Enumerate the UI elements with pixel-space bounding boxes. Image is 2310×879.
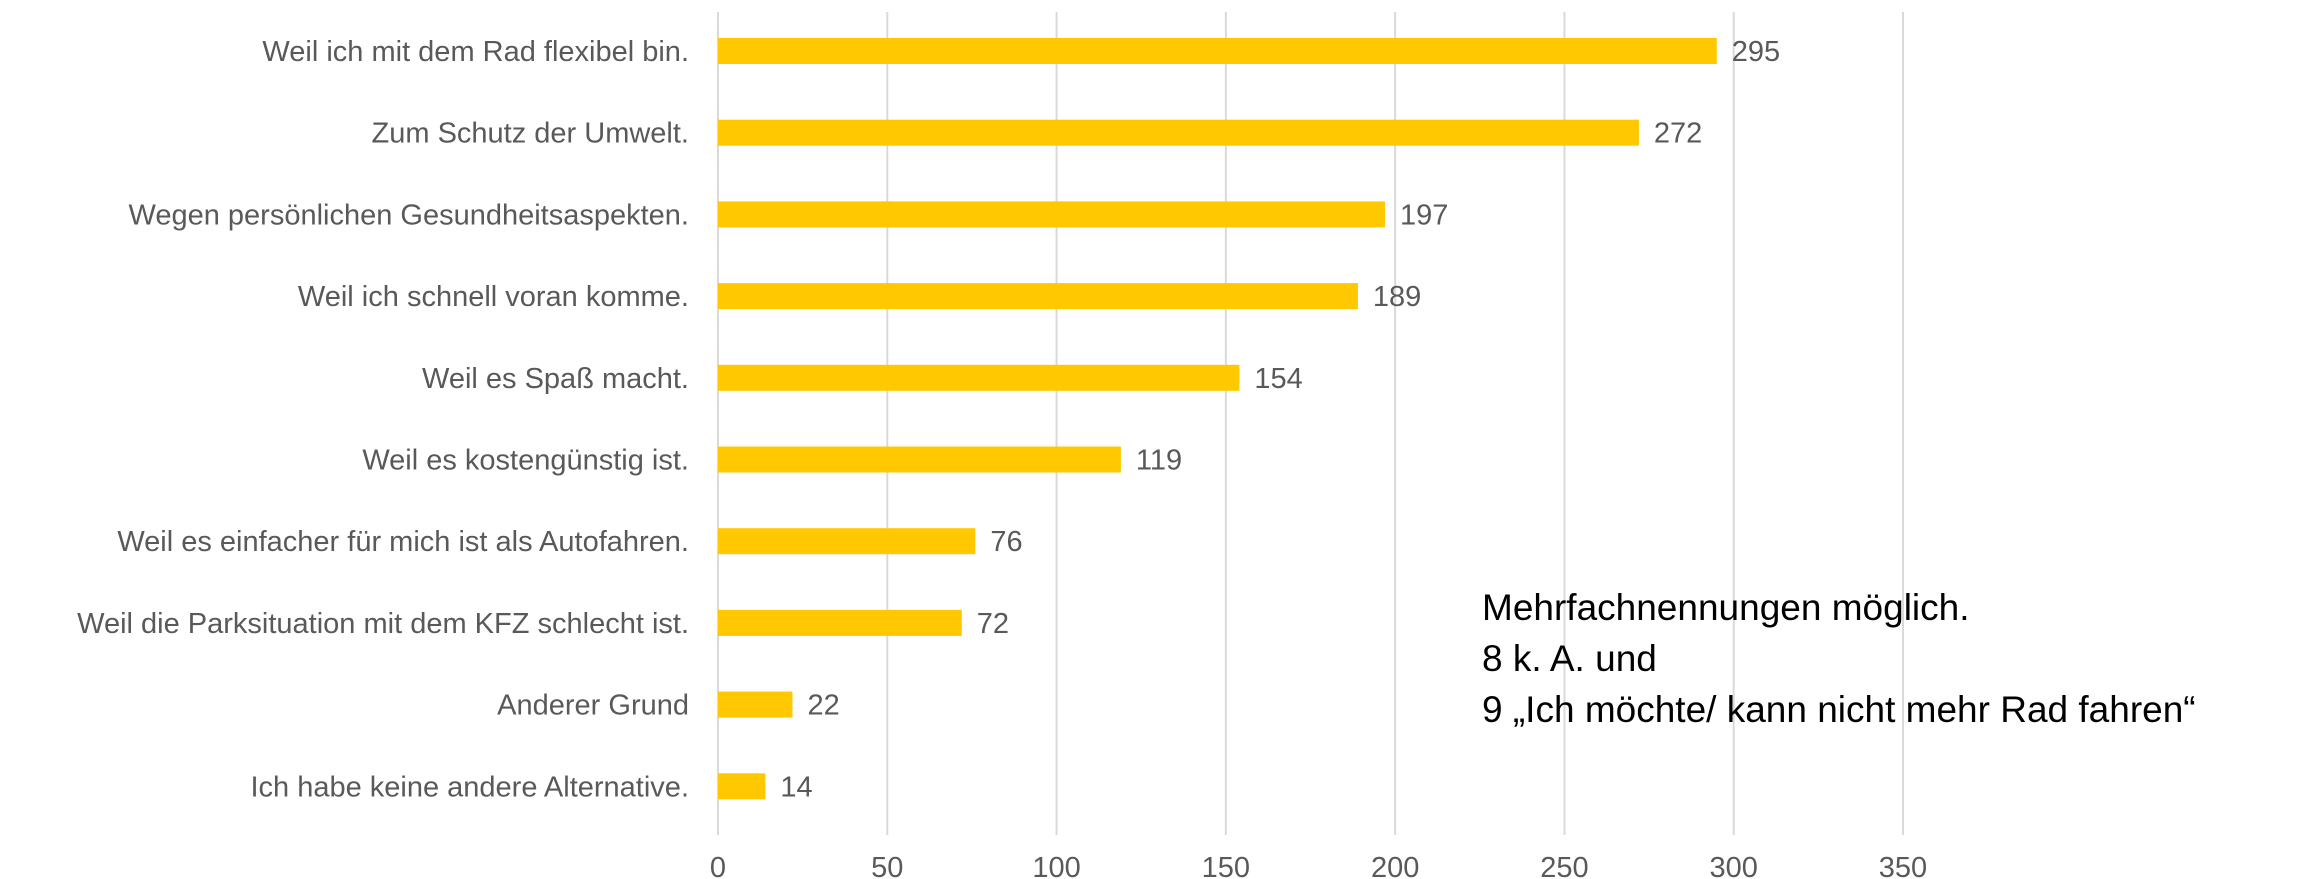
bar <box>718 773 766 800</box>
category-label: Zum Schutz der Umwelt. <box>372 118 689 150</box>
category-label: Weil die Parksituation mit dem KFZ schle… <box>77 608 689 640</box>
category-label: Wegen persönlichen Gesundheitsaspekten. <box>128 199 689 231</box>
category-label: Ich habe keine andere Alternative. <box>250 771 689 803</box>
category-label: Weil ich mit dem Rad flexibel bin. <box>262 36 689 68</box>
x-tick-label: 350 <box>1879 852 1927 879</box>
data-label: 76 <box>990 526 1022 558</box>
bar <box>718 446 1121 473</box>
bar <box>718 691 793 718</box>
data-label: 189 <box>1373 281 1421 313</box>
x-tick-label: 100 <box>1032 852 1080 879</box>
category-label: Weil ich schnell voran komme. <box>298 281 689 313</box>
bars <box>718 38 1717 800</box>
note-line: 9 „Ich möchte/ kann nicht mehr Rad fahre… <box>1482 689 2196 730</box>
x-tick-label: 200 <box>1371 852 1419 879</box>
value-labels: 295 272 197 189 154 119 76 72 22 14 <box>780 36 1780 803</box>
data-label: 154 <box>1254 363 1302 395</box>
bar <box>718 528 976 555</box>
bar <box>718 364 1240 391</box>
x-tick-label: 300 <box>1710 852 1758 879</box>
bar <box>718 201 1385 228</box>
data-label: 22 <box>807 690 839 722</box>
category-label: Weil es kostengünstig ist. <box>362 445 689 477</box>
bar <box>718 119 1639 146</box>
data-label: 197 <box>1400 199 1448 231</box>
data-label: 72 <box>977 608 1009 640</box>
data-label: 272 <box>1654 118 1702 150</box>
note-line: Mehrfachnennungen möglich. <box>1482 587 1970 628</box>
category-label: Weil es Spaß macht. <box>422 363 689 395</box>
bar <box>718 609 962 636</box>
note-line: 8 k. A. und <box>1482 638 1657 679</box>
data-label: 14 <box>780 771 812 803</box>
data-label: 295 <box>1732 36 1780 68</box>
category-label: Weil es einfacher für mich ist als Autof… <box>117 526 689 558</box>
x-tick-label: 150 <box>1202 852 1250 879</box>
category-label: Anderer Grund <box>497 690 689 722</box>
x-tick-label: 50 <box>871 852 903 879</box>
bar <box>718 38 1717 64</box>
annotation-note: Mehrfachnennungen möglich. 8 k. A. und 9… <box>1482 582 2196 735</box>
bar <box>718 283 1358 310</box>
category-labels: Weil ich mit dem Rad flexibel bin. Zum Sc… <box>77 36 689 803</box>
data-label: 119 <box>1136 445 1182 477</box>
gridlines <box>717 12 1904 835</box>
x-tick-label: 0 <box>710 852 726 879</box>
x-axis-ticks: 0 50 100 150 200 250 300 350 <box>710 852 1927 879</box>
x-tick-label: 250 <box>1540 852 1588 879</box>
